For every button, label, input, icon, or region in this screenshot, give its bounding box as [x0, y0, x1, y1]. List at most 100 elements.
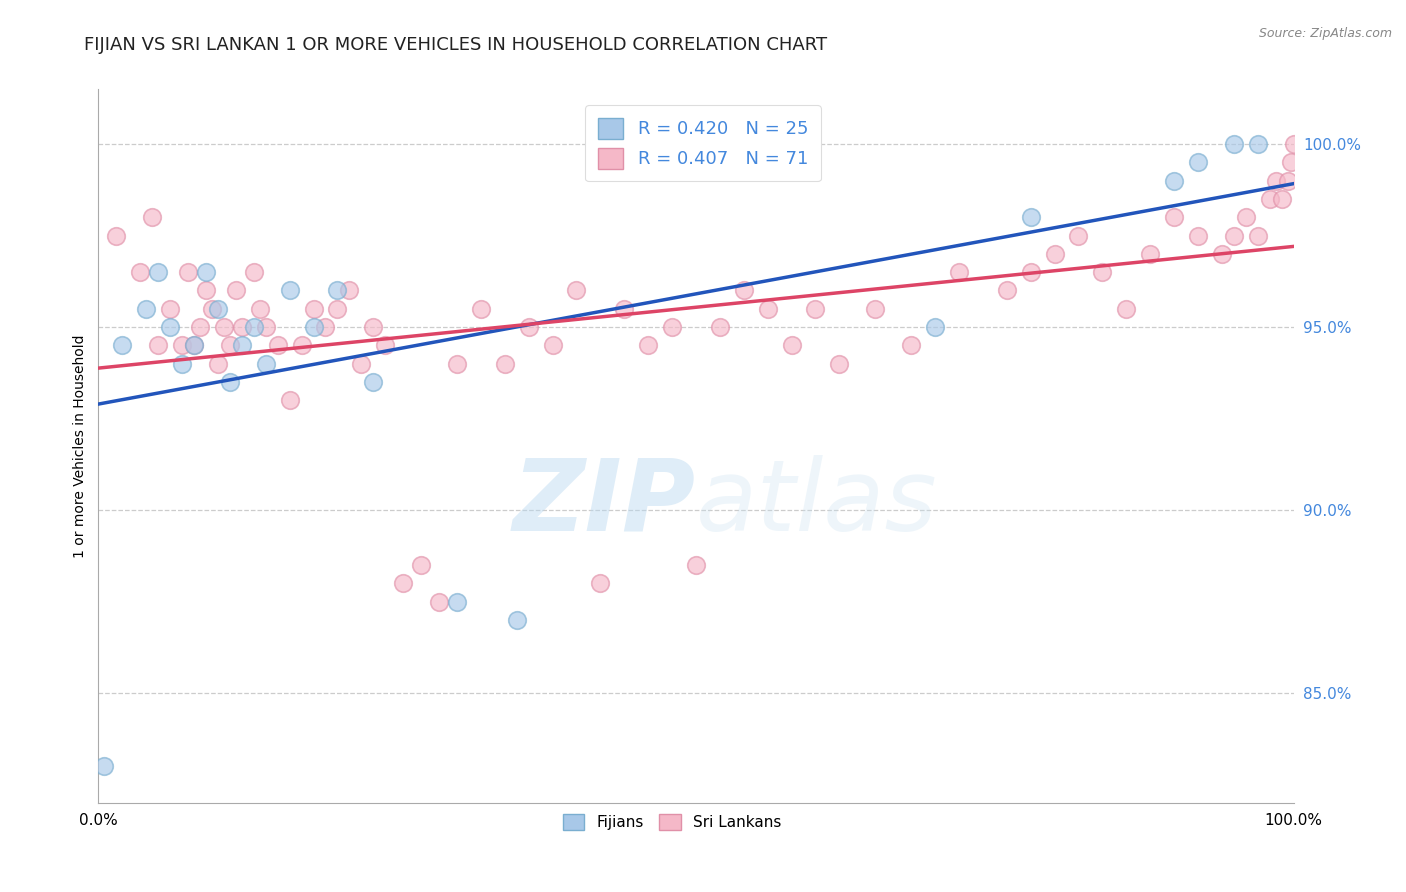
Point [195, 265, 218, 279]
Point [231, 338, 253, 352]
Point [148, 338, 170, 352]
Point [709, 320, 731, 334]
Point [1258, 192, 1281, 206]
Point [278, 284, 301, 298]
Point [924, 320, 946, 334]
Point [326, 284, 349, 298]
Point [254, 320, 277, 334]
Point [278, 393, 301, 408]
Point [1223, 137, 1246, 152]
Point [172, 357, 194, 371]
Text: ZIP: ZIP [513, 455, 696, 551]
Point [363, 375, 385, 389]
Point [1067, 228, 1090, 243]
Point [159, 320, 181, 334]
Point [446, 357, 468, 371]
Point [207, 301, 229, 316]
Point [159, 301, 181, 316]
Point [828, 357, 851, 371]
Point [249, 301, 271, 316]
Point [267, 338, 290, 352]
Point [302, 320, 325, 334]
Point [350, 357, 373, 371]
Point [1163, 211, 1185, 225]
Point [1277, 174, 1299, 188]
Point [111, 338, 134, 352]
Point [374, 338, 396, 352]
Point [363, 320, 385, 334]
Point [1247, 137, 1270, 152]
Point [129, 265, 152, 279]
Point [339, 284, 361, 298]
Point [661, 320, 683, 334]
Point [177, 265, 200, 279]
Point [865, 301, 887, 316]
Point [637, 338, 659, 352]
Point [183, 338, 205, 352]
Point [1247, 228, 1270, 243]
Point [613, 301, 636, 316]
Text: atlas: atlas [696, 455, 938, 551]
Point [231, 320, 253, 334]
Point [1019, 265, 1042, 279]
Point [1115, 301, 1137, 316]
Point [1282, 137, 1305, 152]
Point [1019, 211, 1042, 225]
Point [225, 284, 247, 298]
Point [1163, 174, 1185, 188]
Point [995, 284, 1018, 298]
Point [326, 301, 349, 316]
Point [1139, 247, 1161, 261]
Point [188, 320, 211, 334]
Point [1234, 211, 1257, 225]
Point [756, 301, 779, 316]
Y-axis label: 1 or more Vehicles in Household: 1 or more Vehicles in Household [73, 334, 87, 558]
Point [589, 576, 612, 591]
Point [780, 338, 803, 352]
Point [1043, 247, 1066, 261]
Point [172, 338, 194, 352]
Point [900, 338, 922, 352]
Point [541, 338, 564, 352]
Point [733, 284, 755, 298]
Point [494, 357, 516, 371]
Point [195, 284, 218, 298]
Point [446, 594, 468, 608]
Point [141, 211, 163, 225]
Point [517, 320, 540, 334]
Point [135, 301, 157, 316]
Point [148, 265, 170, 279]
Point [1223, 228, 1246, 243]
Point [183, 338, 205, 352]
Text: FIJIAN VS SRI LANKAN 1 OR MORE VEHICLES IN HOUSEHOLD CORRELATION CHART: FIJIAN VS SRI LANKAN 1 OR MORE VEHICLES … [84, 36, 828, 54]
Point [291, 338, 314, 352]
Point [315, 320, 337, 334]
Point [212, 320, 235, 334]
Point [506, 613, 529, 627]
Point [1187, 155, 1209, 169]
Point [804, 301, 827, 316]
Legend: Fijians, Sri Lankans: Fijians, Sri Lankans [555, 806, 789, 838]
Point [105, 228, 128, 243]
Point [207, 357, 229, 371]
Point [948, 265, 970, 279]
Point [427, 594, 450, 608]
Point [1091, 265, 1114, 279]
Point [254, 357, 277, 371]
Point [243, 320, 266, 334]
Point [565, 284, 588, 298]
Point [93, 759, 115, 773]
Point [1271, 192, 1294, 206]
Point [243, 265, 266, 279]
Point [1211, 247, 1233, 261]
Point [470, 301, 492, 316]
Point [1264, 174, 1286, 188]
Text: Source: ZipAtlas.com: Source: ZipAtlas.com [1258, 27, 1392, 40]
Point [685, 558, 707, 572]
Point [411, 558, 433, 572]
Point [392, 576, 415, 591]
Point [219, 375, 242, 389]
Point [1187, 228, 1209, 243]
Point [1279, 155, 1302, 169]
Point [201, 301, 224, 316]
